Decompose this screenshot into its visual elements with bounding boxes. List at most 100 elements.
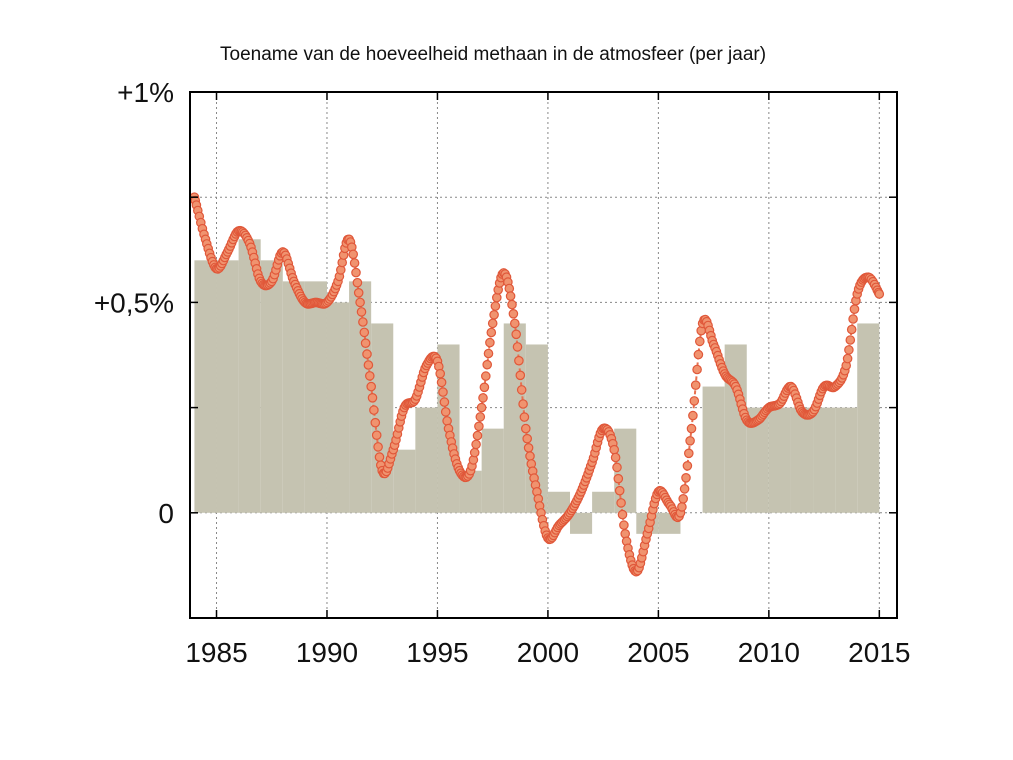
line-marker (483, 348, 494, 359)
line-marker (609, 444, 619, 455)
line-marker (679, 484, 690, 494)
bar-1986 (238, 239, 261, 513)
y-axis-labels: +1% +0,5% 0 (94, 77, 174, 529)
line-marker (508, 308, 519, 319)
bar-1984 (194, 260, 217, 513)
x-tick-label: 1995 (406, 637, 468, 668)
line-marker (359, 327, 370, 338)
line-marker (353, 287, 364, 298)
bar-2011 (790, 407, 814, 513)
line-marker (358, 317, 368, 327)
chart-title: Toename van de hoeveelheid methaan in de… (220, 44, 767, 65)
line-marker (692, 364, 702, 375)
bar-2007 (702, 386, 725, 513)
line-marker (349, 258, 360, 268)
line-marker (522, 433, 532, 444)
plot-frame (189, 91, 898, 619)
bar-2000 (547, 491, 571, 513)
line-marker (509, 318, 520, 329)
line-marker (504, 283, 515, 294)
line-marker (505, 291, 516, 301)
line-marker (519, 412, 530, 422)
line-marker (844, 345, 854, 355)
bars-layer (194, 239, 880, 534)
line-marker (366, 381, 376, 392)
x-axis-labels: 1985 1990 1995 2000 2005 2010 2015 (185, 637, 910, 668)
line-marker (486, 327, 497, 338)
line-marker (614, 485, 625, 496)
line-marker (845, 335, 856, 345)
line-marker (487, 318, 498, 329)
bar-1993 (393, 449, 416, 513)
line-marker (520, 423, 531, 434)
line-marker (491, 292, 502, 303)
line-marker (485, 337, 495, 348)
line-marker (874, 289, 885, 299)
line-marker (688, 410, 698, 421)
line-marker (482, 359, 492, 370)
line-marker (367, 392, 378, 403)
bar-2002 (592, 491, 615, 513)
line-marker (469, 447, 480, 458)
line-marker (515, 370, 526, 381)
line-marker (681, 472, 691, 483)
line-marker (678, 493, 688, 504)
line-marker (355, 297, 365, 308)
bar-1988 (282, 281, 305, 513)
line-marker (471, 439, 481, 450)
y-tick-label: 0 (158, 498, 174, 529)
bar-1987 (260, 260, 283, 513)
line-marker (369, 405, 379, 415)
bar-2010 (768, 407, 791, 513)
line-marker (489, 309, 499, 320)
line-marker (360, 338, 371, 348)
line-marker (613, 473, 624, 484)
line-marker (490, 301, 501, 311)
line-marker (507, 299, 517, 310)
bar-1989 (304, 281, 327, 513)
line-marker (435, 368, 445, 379)
line-marker (479, 382, 490, 393)
line-marker (480, 371, 491, 381)
x-tick-label: 2015 (848, 637, 910, 668)
y-tick-label: +1% (117, 77, 174, 108)
line-marker (363, 360, 374, 370)
line-marker (619, 520, 629, 530)
line-marker (848, 314, 858, 324)
line-marker (474, 421, 484, 432)
line-marker (525, 451, 535, 461)
line-marker (478, 393, 488, 403)
line-marker (846, 324, 857, 335)
line-marker (511, 329, 521, 340)
line-marker (356, 307, 367, 317)
line-marker (683, 448, 694, 459)
bar-2013 (835, 407, 858, 513)
line-marker (439, 397, 450, 407)
line-marker (616, 498, 626, 508)
bar-1994 (415, 407, 438, 513)
bar-2008 (724, 344, 747, 513)
line-marker (362, 349, 372, 359)
bar-2009 (746, 407, 769, 513)
bar-1985 (216, 260, 239, 513)
line-marker (514, 355, 524, 366)
line-marker (842, 353, 853, 364)
line-marker (512, 342, 523, 352)
bar-1997 (481, 428, 504, 513)
line-marker (677, 502, 687, 512)
bar-2001 (570, 512, 593, 534)
line-marker (610, 452, 621, 463)
line-marker (352, 277, 363, 288)
line-marker (523, 442, 534, 453)
x-tick-label: 1990 (296, 637, 358, 668)
y-tick-label: +0,5% (94, 287, 174, 318)
line-marker (476, 402, 487, 413)
line-marker (475, 412, 486, 422)
line-marker (374, 452, 385, 462)
line-marker (617, 509, 628, 520)
ticks-layer (190, 91, 897, 618)
line-marker (612, 462, 622, 473)
line-marker (516, 385, 527, 395)
line-marker (442, 416, 452, 426)
